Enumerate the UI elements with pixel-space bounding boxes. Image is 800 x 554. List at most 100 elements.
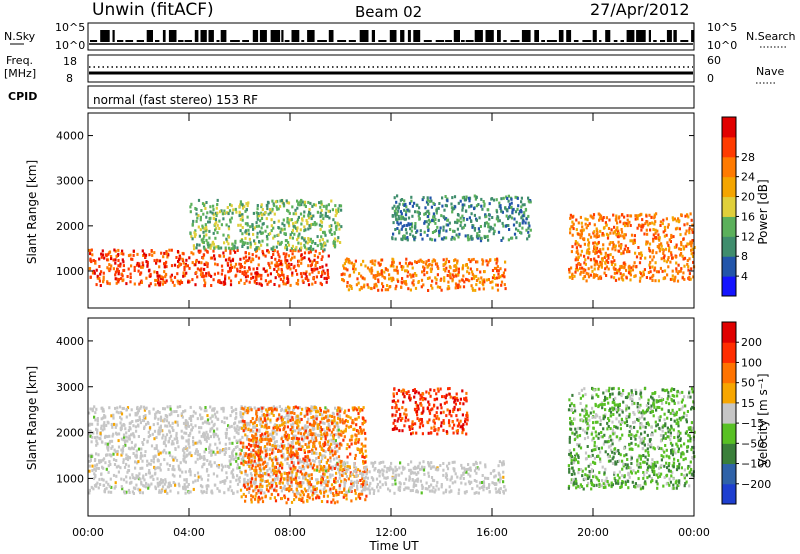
echo-cell [653, 266, 657, 270]
echo-cell [327, 466, 331, 470]
echo-cell [398, 217, 401, 221]
echo-cell [290, 453, 293, 457]
echo-cell [605, 232, 609, 236]
echo-cell [655, 270, 659, 274]
echo-cell [96, 276, 99, 280]
echo-cell [347, 288, 350, 292]
echo-cell [188, 266, 191, 270]
echo-cell [296, 469, 299, 473]
echo-cell [214, 218, 217, 222]
echo-cell [215, 206, 218, 210]
echo-cell [311, 204, 314, 208]
echo-cell [200, 261, 203, 265]
echo-cell [120, 412, 124, 416]
echo-cell [142, 415, 145, 418]
echo-cell [249, 477, 252, 481]
echo-cell [300, 203, 303, 207]
echo-cell [212, 249, 215, 253]
echo-cell [364, 498, 367, 502]
echo-cell [504, 287, 507, 291]
echo-cell [175, 458, 179, 462]
echo-cell [234, 274, 237, 278]
colorbar-segment [722, 196, 736, 217]
nsky-frame [87, 22, 695, 51]
echo-cell [289, 283, 292, 287]
echo-cell [239, 203, 242, 207]
echo-cell [147, 471, 150, 475]
echo-cell [244, 499, 247, 503]
echo-cell [451, 235, 454, 239]
echo-cell [278, 255, 281, 259]
echo-cell [438, 229, 441, 233]
echo-cell [142, 476, 145, 480]
echo-cell [434, 221, 437, 225]
echo-cell [444, 260, 448, 264]
echo-cell [577, 232, 580, 236]
echo-cell [293, 255, 296, 259]
echo-cell [175, 437, 179, 440]
echo-cell [122, 269, 125, 272]
nsky-tick-bottom-left: 10^0 [55, 39, 85, 52]
echo-cell [346, 455, 349, 459]
echo-cell [309, 259, 312, 263]
nsky-bar [445, 40, 452, 42]
echo-cell [307, 214, 310, 218]
echo-cell [201, 421, 204, 425]
echo-cell [345, 493, 348, 497]
echo-cell [396, 210, 399, 214]
echo-cell [638, 252, 641, 256]
echo-cell [251, 223, 254, 227]
echo-cell [443, 208, 446, 212]
echo-cell [648, 213, 651, 217]
echo-cell [204, 281, 207, 285]
echo-cell [220, 223, 223, 227]
echo-cell [364, 431, 367, 435]
echo-cell [117, 272, 120, 276]
echo-cell [147, 462, 150, 466]
echo-cell [127, 267, 130, 271]
echo-cell [426, 196, 429, 200]
echo-cell [268, 467, 271, 471]
echo-cell [127, 488, 131, 492]
echo-cell [212, 450, 215, 454]
echo-cell [297, 447, 300, 451]
echo-cell [633, 261, 636, 265]
echo-cell [266, 282, 269, 286]
echo-cell [158, 411, 161, 414]
echo-cell [184, 460, 187, 464]
echo-cell [407, 287, 410, 291]
echo-cell [214, 211, 217, 215]
echo-cell [297, 234, 300, 238]
echo-cell [116, 452, 119, 456]
echo-cell [291, 425, 294, 429]
echo-cell [89, 249, 92, 252]
echo-cell [283, 227, 286, 231]
echo-cell [319, 406, 322, 410]
echo-cell [601, 218, 604, 222]
echo-cell [652, 239, 655, 243]
echo-cell [454, 258, 457, 262]
echo-cell [411, 266, 414, 270]
echo-cell [403, 208, 406, 212]
echo-cell [632, 264, 635, 268]
echo-cell [235, 478, 238, 482]
echo-cell [320, 500, 324, 503]
echo-cell [294, 212, 298, 216]
echo-cell [666, 241, 669, 245]
echo-cell [256, 235, 259, 239]
echo-cell [484, 221, 487, 225]
echo-cell [682, 257, 685, 261]
echo-cell [295, 481, 298, 485]
echo-cell [360, 263, 363, 267]
echo-cell [308, 441, 311, 445]
echo-cell [370, 266, 373, 270]
echo-cell [377, 288, 380, 292]
echo-cell [176, 420, 179, 424]
echo-cell [691, 247, 694, 251]
echo-cell [338, 227, 341, 231]
echo-cell [342, 272, 345, 276]
echo-cell [671, 216, 674, 220]
echo-cell [235, 210, 238, 214]
echo-cell [183, 274, 186, 278]
echo-cell [153, 259, 156, 263]
